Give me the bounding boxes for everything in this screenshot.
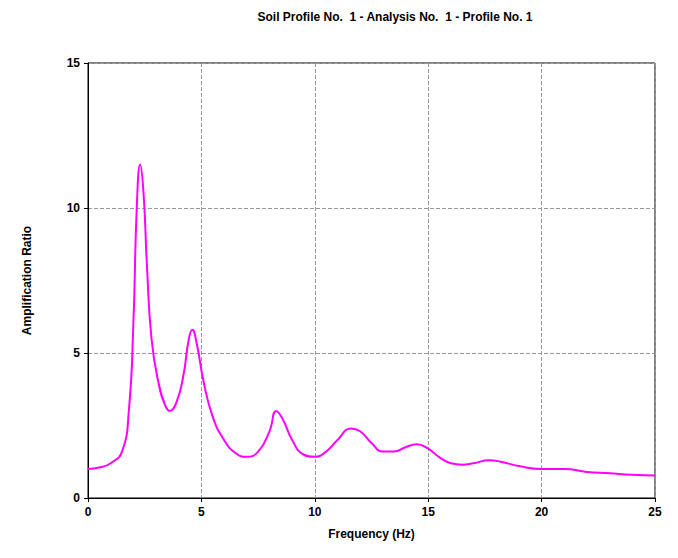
svg-text:Frequency (Hz): Frequency (Hz) (328, 527, 415, 541)
svg-text:0: 0 (85, 505, 92, 519)
svg-text:25: 25 (648, 505, 662, 519)
svg-text:10: 10 (67, 201, 81, 215)
svg-text:20: 20 (535, 505, 549, 519)
svg-text:10: 10 (308, 505, 322, 519)
svg-text:15: 15 (422, 505, 436, 519)
svg-text:5: 5 (73, 346, 80, 360)
svg-text:Amplification Ratio: Amplification Ratio (20, 226, 34, 335)
svg-text:0: 0 (73, 491, 80, 505)
svg-text:Soil Profile No. 1 - Analysis: Soil Profile No. 1 - Analysis No. 1 - Pr… (258, 10, 533, 24)
svg-text:5: 5 (198, 505, 205, 519)
svg-text:15: 15 (67, 56, 81, 70)
